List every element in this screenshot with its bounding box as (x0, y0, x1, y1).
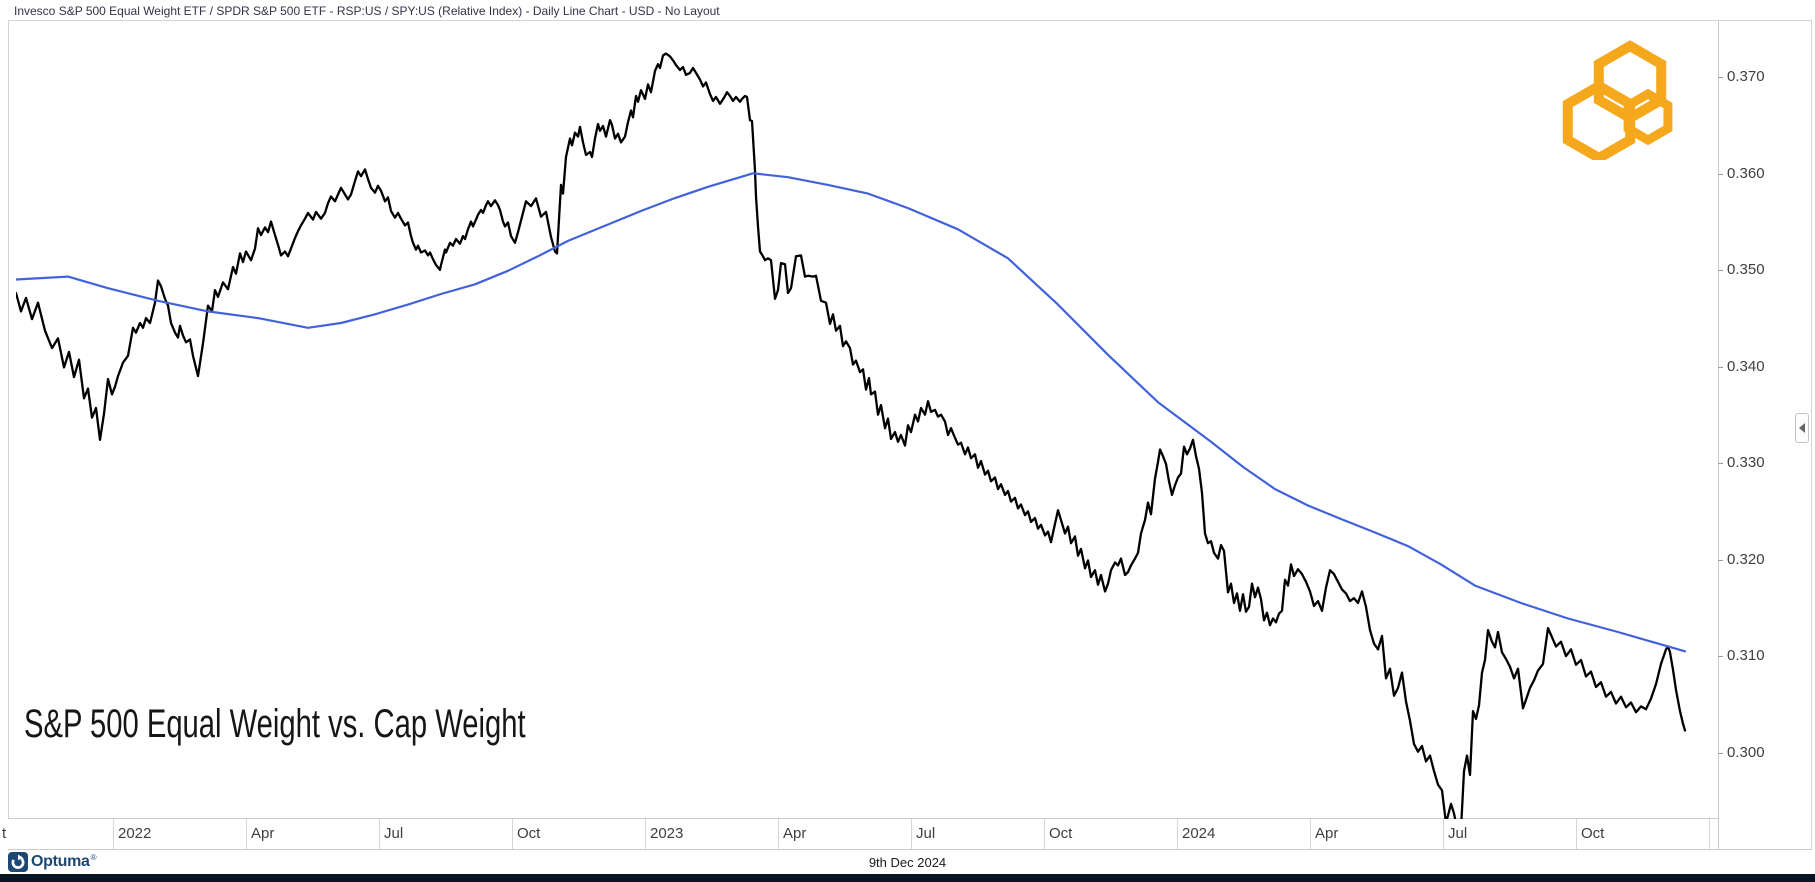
y-tick-label: 0.370 (1727, 68, 1765, 85)
x-axis-top-border (8, 818, 1718, 819)
y-tick-mark (1718, 173, 1723, 175)
x-axis-label: 2023 (650, 825, 684, 842)
chart-title: Invesco S&P 500 Equal Weight ETF / SPDR … (14, 4, 720, 18)
optuma-brand-text: Optuma (31, 853, 90, 870)
date-label: 9th Dec 2024 (868, 855, 947, 870)
y-tick-label: 0.300 (1727, 743, 1765, 761)
registered-mark: ® (90, 852, 97, 862)
footer (0, 850, 1815, 874)
x-axis-divider (778, 819, 779, 849)
x-axis-label: Jul (384, 825, 404, 842)
plot-area[interactable] (8, 20, 1718, 835)
x-axis-divider (911, 819, 912, 849)
collapse-panel-button[interactable] (1795, 413, 1809, 443)
x-axis-label: Oct (1581, 825, 1605, 842)
optuma-logo-icon (8, 852, 28, 872)
x-axis-divider (113, 819, 114, 849)
x-axis-divider (1443, 819, 1444, 849)
x-axis-label: Apr (783, 825, 807, 842)
y-tick-label: 0.330 (1727, 454, 1765, 472)
x-axis-divider (645, 819, 646, 849)
bottom-bar (0, 874, 1815, 882)
y-axis-separator (1718, 20, 1719, 849)
x-axis-label: Apr (1315, 825, 1339, 842)
y-tick-mark (1718, 270, 1723, 272)
y-tick-mark (1718, 752, 1723, 754)
x-axis-bottom-border (8, 849, 1812, 850)
x-axis-divider (1310, 819, 1311, 849)
price-line (16, 52, 1687, 835)
x-axis-label: Jul (1448, 825, 1468, 842)
x-axis-label: Apr (251, 825, 275, 842)
x-axis[interactable]: t 2022 Apr Jul Oct 2023 Apr Jul Oct 2024 Apr Jul Oct (2, 819, 1718, 849)
y-tick-label: 0.350 (1727, 261, 1765, 279)
y-tick-mark (1718, 366, 1723, 368)
y-tick-label: 0.340 (1727, 357, 1765, 375)
x-axis-label: Oct (517, 825, 541, 842)
optuma-watermark-icon (1562, 40, 1673, 160)
chevron-left-icon (1799, 423, 1805, 433)
chart-title-bar: Invesco S&P 500 Equal Weight ETF / SPDR … (0, 0, 1815, 20)
y-tick-label: 0.310 (1727, 647, 1765, 665)
y-tick-label: 0.320 (1727, 550, 1765, 568)
x-axis-divider (512, 819, 513, 849)
ma-line (16, 172, 1687, 653)
y-tick-mark (1718, 463, 1723, 465)
y-tick-mark (1718, 77, 1723, 78)
chart-frame (8, 20, 1812, 849)
y-tick-label: 0.360 (1727, 164, 1765, 182)
x-axis-divider (1044, 819, 1045, 849)
x-axis-divider (1709, 819, 1710, 849)
annotation-label[interactable]: S&P 500 Equal Weight vs. Cap Weight (24, 702, 526, 746)
x-axis-label: 2022 (118, 825, 152, 842)
y-axis[interactable]: 0.370 0.360 0.350 0.340 0.330 0.320 0.310 0.300 (1718, 20, 1812, 818)
x-axis-divider (1576, 819, 1577, 849)
x-axis-divider (379, 819, 380, 849)
y-tick-mark (1718, 559, 1723, 561)
x-axis-divider (246, 819, 247, 849)
x-axis-label: t (2, 825, 7, 842)
x-axis-label: 2024 (1182, 825, 1216, 842)
x-axis-label: Jul (916, 825, 936, 842)
x-axis-divider (1177, 819, 1178, 849)
optuma-logo: Optuma ® (8, 852, 97, 872)
chart-canvas (16, 52, 1687, 835)
x-axis-label: Oct (1049, 825, 1073, 842)
y-tick-mark (1718, 656, 1723, 658)
